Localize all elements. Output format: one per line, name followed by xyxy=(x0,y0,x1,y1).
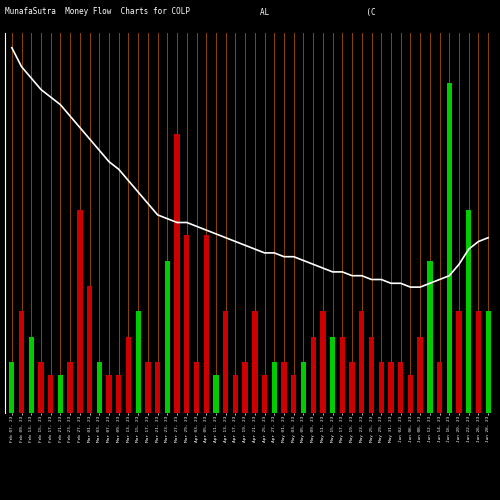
Bar xyxy=(252,311,258,412)
Bar xyxy=(446,83,452,412)
Bar xyxy=(301,362,306,412)
Bar xyxy=(174,134,180,412)
Bar xyxy=(58,374,63,412)
Bar xyxy=(320,311,326,412)
Bar xyxy=(242,362,248,412)
Bar xyxy=(223,311,228,412)
Bar xyxy=(427,260,432,412)
Bar xyxy=(408,374,413,412)
Bar xyxy=(262,374,268,412)
Bar xyxy=(350,362,355,412)
Bar xyxy=(48,374,54,412)
Bar xyxy=(204,235,209,412)
Bar xyxy=(291,374,296,412)
Bar xyxy=(145,362,150,412)
Bar xyxy=(272,362,277,412)
Bar xyxy=(194,362,199,412)
Bar xyxy=(77,210,82,412)
Bar xyxy=(330,336,336,412)
Bar xyxy=(388,362,394,412)
Bar xyxy=(476,311,481,412)
Text: MunafaSutra  Money Flow  Charts for COLP: MunafaSutra Money Flow Charts for COLP xyxy=(5,8,190,16)
Bar xyxy=(486,311,491,412)
Bar xyxy=(418,336,423,412)
Bar xyxy=(126,336,131,412)
Text: AL                     (C: AL (C xyxy=(260,8,376,16)
Bar xyxy=(359,311,364,412)
Bar xyxy=(155,362,160,412)
Bar xyxy=(184,235,190,412)
Bar xyxy=(38,362,44,412)
Bar xyxy=(96,362,102,412)
Bar xyxy=(164,260,170,412)
Bar xyxy=(19,311,24,412)
Bar xyxy=(340,336,345,412)
Bar xyxy=(456,311,462,412)
Bar xyxy=(282,362,286,412)
Bar xyxy=(310,336,316,412)
Bar xyxy=(9,362,15,412)
Bar xyxy=(28,336,34,412)
Bar xyxy=(136,311,141,412)
Bar xyxy=(232,374,238,412)
Bar xyxy=(87,286,92,412)
Bar xyxy=(437,362,442,412)
Bar xyxy=(68,362,73,412)
Bar xyxy=(369,336,374,412)
Bar xyxy=(116,374,121,412)
Bar xyxy=(378,362,384,412)
Bar xyxy=(106,374,112,412)
Bar xyxy=(398,362,404,412)
Bar xyxy=(466,210,471,412)
Bar xyxy=(214,374,218,412)
